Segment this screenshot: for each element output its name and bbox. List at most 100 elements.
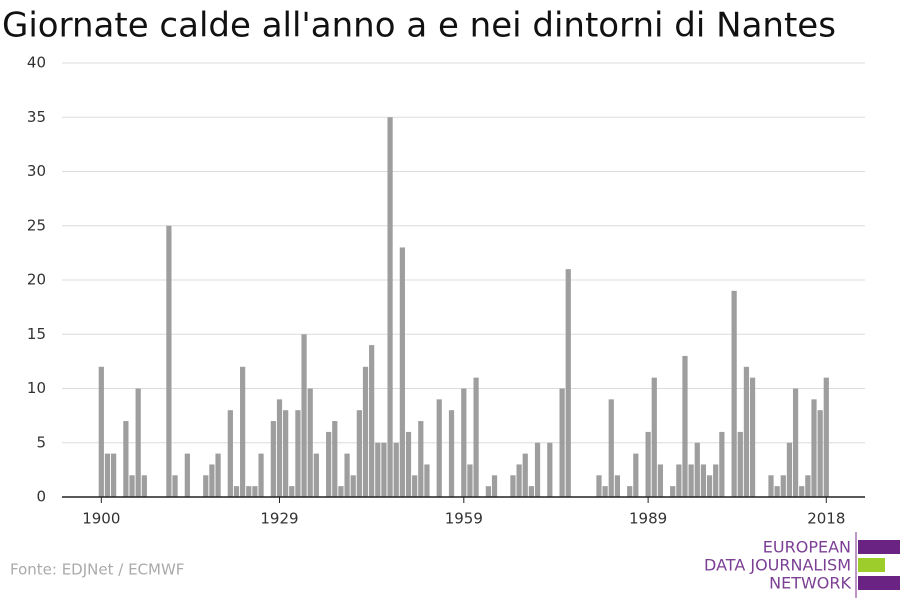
y-tick-label: 30 (27, 162, 46, 180)
bar (393, 442, 399, 497)
bar (700, 464, 707, 497)
x-tick-label: 2018 (807, 510, 845, 528)
bar (547, 442, 553, 497)
y-tick-label: 40 (27, 54, 46, 72)
bar (375, 442, 381, 497)
bar (510, 475, 516, 497)
bar (485, 486, 491, 497)
bar (166, 225, 172, 497)
bar (209, 464, 215, 497)
bar (246, 486, 252, 497)
bar (276, 399, 283, 497)
bar (768, 475, 774, 497)
bar (104, 453, 111, 497)
bar (448, 410, 455, 497)
bar (528, 486, 535, 497)
bar (350, 475, 356, 497)
logo-bar (858, 558, 885, 572)
bar (731, 290, 737, 497)
bar (627, 486, 633, 497)
bar (203, 475, 209, 497)
bar (436, 399, 442, 497)
bar (811, 399, 817, 497)
bar (338, 486, 344, 497)
y-tick-label: 15 (27, 325, 46, 343)
bar (596, 475, 602, 497)
bar (645, 431, 651, 497)
logo-text: DATA JOURNALISM (704, 556, 851, 575)
y-tick-label: 5 (36, 433, 46, 451)
bar (301, 334, 307, 497)
bar (651, 377, 657, 497)
bar (184, 453, 190, 497)
bar (719, 431, 725, 497)
bar (670, 486, 676, 497)
logo-bar (858, 540, 900, 554)
bar (424, 464, 430, 497)
bar (780, 475, 786, 497)
chart-title: Giornate calde all'anno a e nei dintorni… (2, 6, 836, 46)
bar (805, 475, 811, 497)
bar (565, 269, 571, 497)
bar (387, 117, 393, 497)
bar (817, 410, 823, 497)
bar (172, 475, 178, 497)
bar (326, 431, 332, 497)
x-tick-label: 1929 (260, 510, 298, 528)
bar (461, 388, 467, 497)
bar (270, 421, 276, 497)
logo-bar (858, 576, 900, 590)
bar (823, 377, 829, 497)
bar (356, 410, 362, 497)
bar (362, 366, 369, 497)
logo-text: NETWORK (769, 574, 851, 593)
bar (381, 442, 387, 497)
bar (467, 464, 473, 497)
bar (737, 431, 743, 497)
bar (559, 388, 565, 497)
bar (633, 453, 639, 497)
y-tick-label: 35 (27, 108, 46, 126)
bar (534, 442, 541, 497)
bar (283, 410, 289, 497)
bar (129, 475, 135, 497)
bar (369, 345, 375, 497)
bar (258, 453, 264, 497)
bar (405, 431, 412, 497)
bar (123, 421, 129, 497)
bar (215, 453, 221, 497)
bar (313, 453, 319, 497)
bar (657, 464, 664, 497)
bar (412, 475, 418, 497)
y-tick-label: 10 (27, 379, 46, 397)
bar (227, 410, 233, 497)
bar (473, 377, 479, 497)
x-tick-label: 1989 (629, 510, 667, 528)
bar (233, 486, 240, 497)
bar (141, 475, 147, 497)
bar (289, 486, 295, 497)
bar (743, 366, 750, 497)
bar (608, 399, 614, 497)
bar (110, 453, 117, 497)
bar (694, 442, 700, 497)
bar (749, 377, 756, 497)
y-tick-label: 20 (27, 271, 46, 289)
bar (682, 355, 688, 497)
logo-text: EUROPEAN (763, 538, 851, 557)
bar (774, 486, 780, 497)
bar (713, 464, 719, 497)
bar (252, 486, 258, 497)
bar (295, 410, 301, 497)
bar (332, 421, 338, 497)
bar (491, 475, 498, 497)
bar (522, 453, 528, 497)
bar (240, 366, 246, 497)
bar (135, 388, 141, 497)
bar (307, 388, 313, 497)
logo: EUROPEAN DATA JOURNALISM NETWORK (704, 532, 900, 598)
bar (614, 475, 621, 497)
bar (786, 442, 793, 497)
bar (344, 453, 350, 497)
